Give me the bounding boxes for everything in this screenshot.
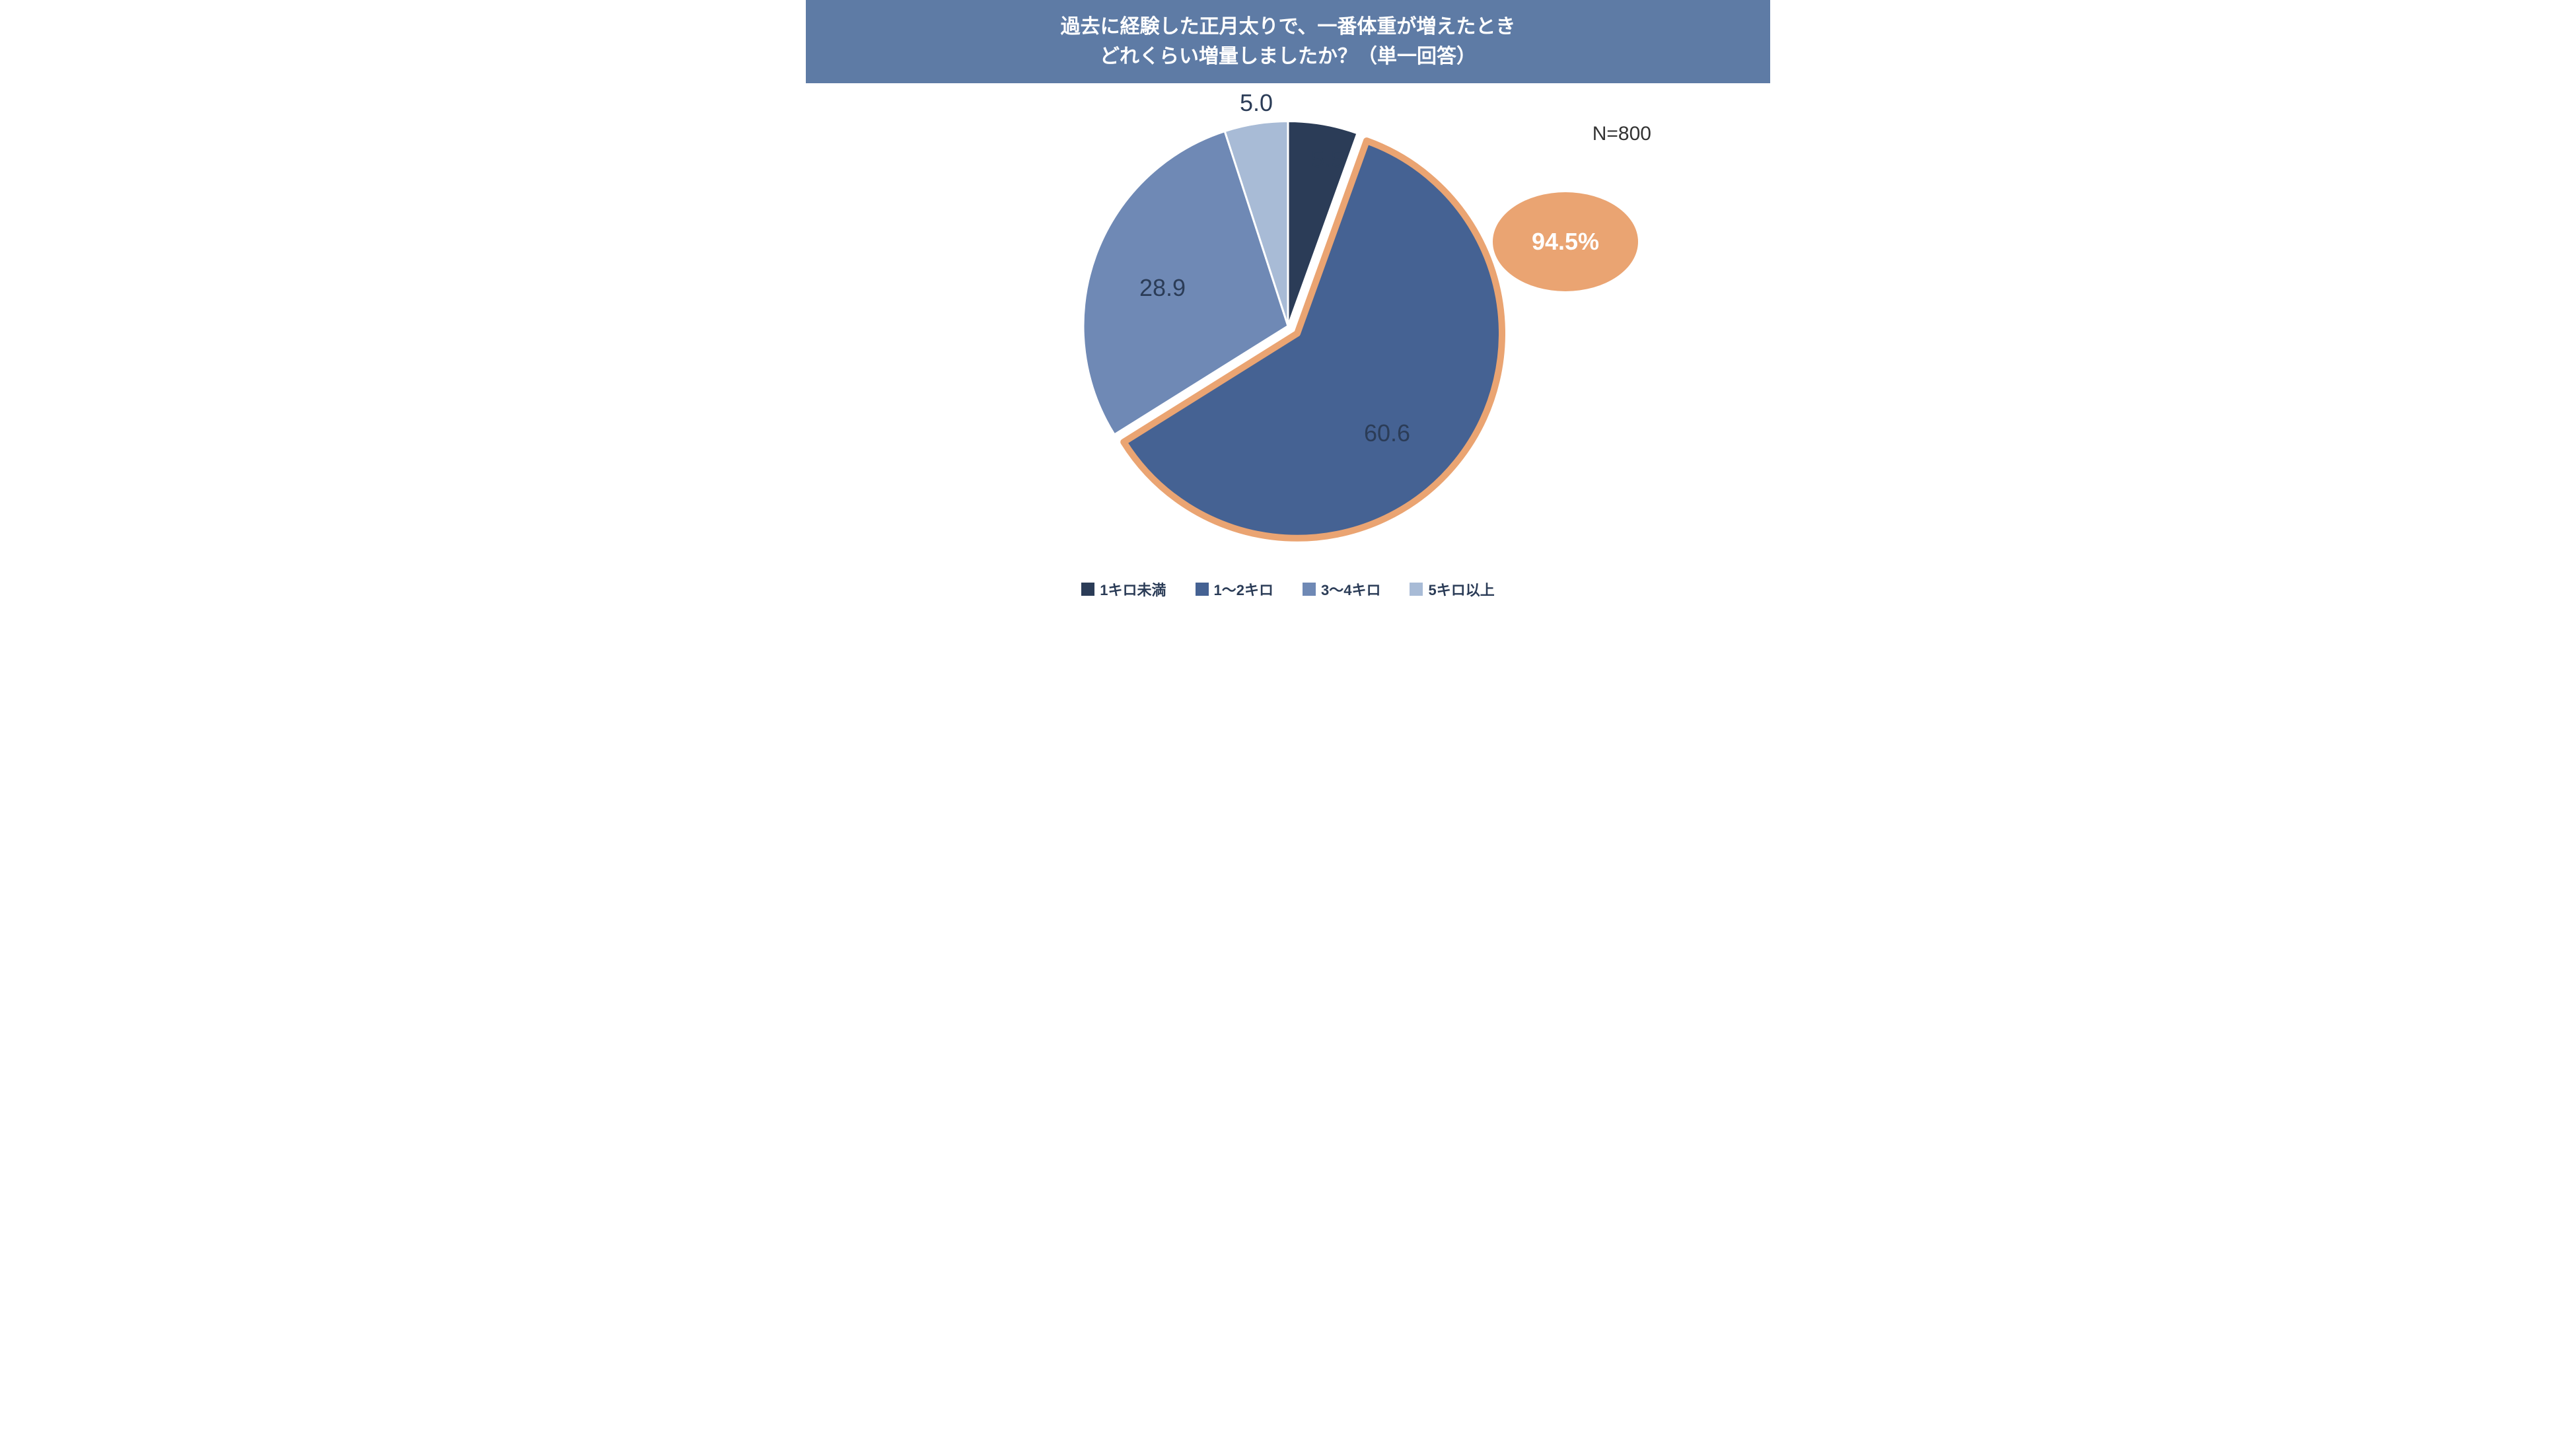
chart-title-line2: どれくらい増量しましたか？（単一回答） [812,42,1764,71]
legend-label-1: 1～2キロ [1214,579,1273,600]
legend-swatch-0 [1081,583,1094,596]
legend-label-2: 3～4キロ [1321,579,1380,600]
legend-item-3: 5キロ以上 [1410,579,1494,600]
legend-swatch-2 [1303,583,1316,596]
legend-item-2: 3～4キロ [1303,579,1380,600]
slice-label-1: 60.6 [1364,419,1410,447]
legend-item-1: 1～2キロ [1196,579,1273,600]
chart-area: N=800 5.5 60.6 28.9 5.0 94.5% [806,83,1770,572]
legend-label-3: 5キロ以上 [1428,579,1494,600]
chart-container: 過去に経験した正月太りで、一番体重が増えたとき どれくらい増量しましたか？（単一… [806,0,1770,613]
chart-title-line1: 過去に経験した正月太りで、一番体重が増えたとき [812,12,1764,42]
legend: 1キロ未満 1～2キロ 3～4キロ 5キロ以上 [806,572,1770,613]
slice-label-2: 28.9 [1139,274,1186,302]
legend-swatch-1 [1196,583,1209,596]
callout-text: 94.5% [1532,228,1599,256]
slice-label-0: 5.5 [1311,145,1344,173]
pie-wrap [1044,82,1532,574]
legend-swatch-3 [1410,583,1423,596]
slice-label-3: 5.0 [1240,89,1273,117]
callout-bubble: 94.5% [1493,192,1638,291]
n-label: N=800 [1592,123,1651,145]
chart-title-bar: 過去に経験した正月太りで、一番体重が増えたとき どれくらい増量しましたか？（単一… [806,0,1770,83]
legend-label-0: 1キロ未満 [1100,579,1166,600]
legend-item-0: 1キロ未満 [1081,579,1166,600]
pie-chart [1044,82,1532,571]
